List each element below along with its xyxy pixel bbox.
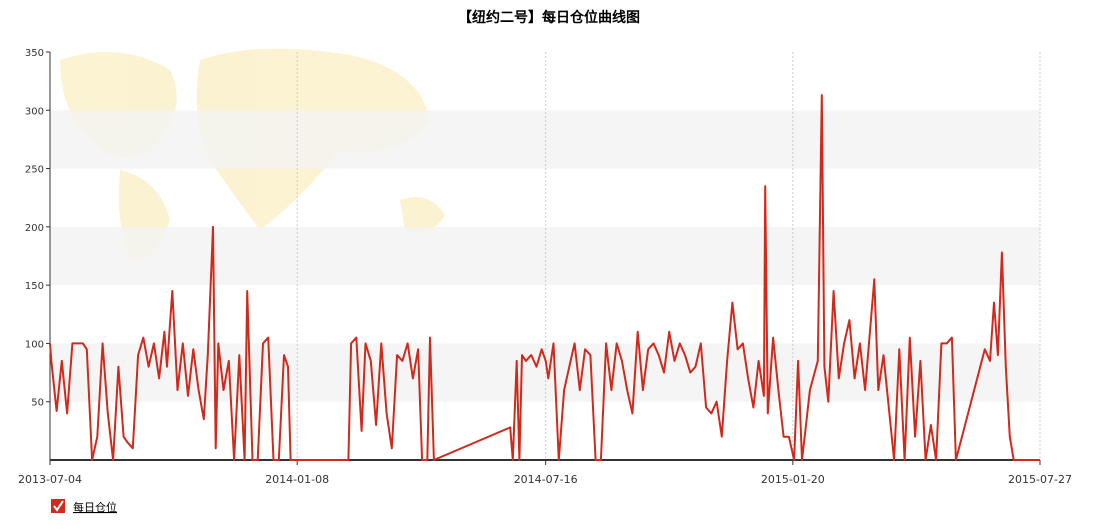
check-icon [53, 500, 64, 512]
y-tick-label: 50 [31, 398, 44, 409]
chart-title: 【纽约二号】每日仓位曲线图 [458, 9, 640, 26]
legend[interactable]: 每日仓位 [51, 499, 117, 514]
x-tick-label: 2015-01-20 [761, 473, 825, 486]
grid-band [50, 110, 1040, 169]
y-tick-label: 250 [25, 165, 44, 176]
grid-band [50, 226, 1040, 286]
x-tick-label: 2014-07-16 [514, 473, 578, 486]
y-tick-label: 350 [25, 48, 44, 59]
y-tick-label: 100 [25, 339, 44, 350]
y-tick-label: 150 [25, 281, 44, 292]
x-tick-label: 2013-07-04 [18, 473, 82, 486]
x-tick-label: 2015-07-27 [1008, 473, 1072, 486]
legend-label[interactable]: 每日仓位 [73, 500, 117, 514]
y-tick-label: 200 [25, 223, 44, 234]
y-tick-label: 300 [25, 106, 44, 117]
series-line [49, 94, 1040, 461]
x-tick-label: 2014-01-08 [265, 473, 329, 486]
